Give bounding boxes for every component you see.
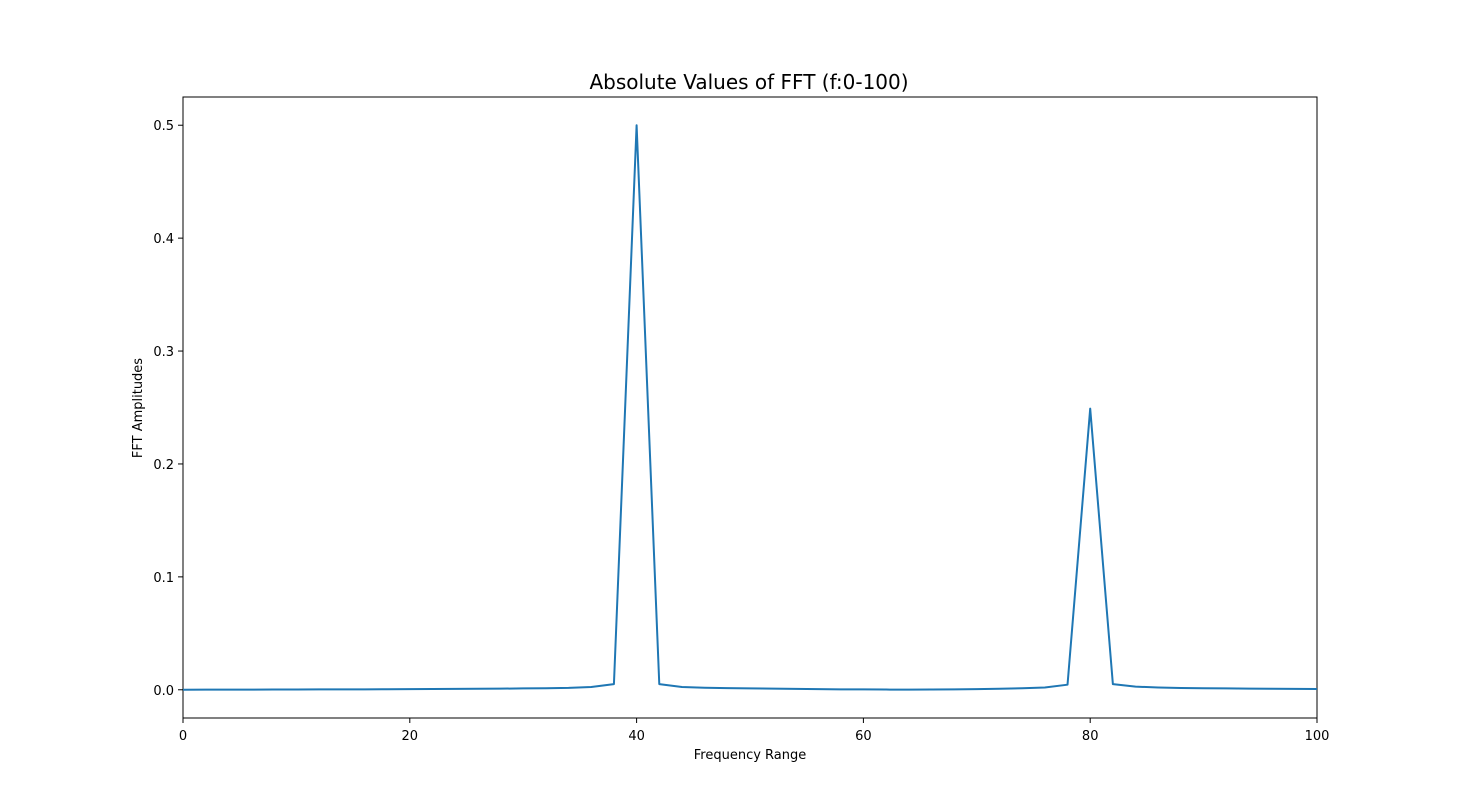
y-tick-label: 0.1	[153, 571, 174, 586]
y-tick-label: 0.4	[153, 232, 174, 247]
x-tick-label: 40	[628, 729, 645, 744]
x-axis-label: Frequency Range	[694, 748, 807, 763]
y-tick-label: 0.5	[153, 119, 174, 134]
chart-title: Absolute Values of FFT (f:0-100)	[589, 70, 908, 94]
x-tick-label: 0	[179, 729, 187, 744]
fft-amplitude-line	[182, 124, 1318, 691]
x-tick-label: 80	[1082, 729, 1099, 744]
y-axis-ticks: 0.0 0.1 0.2 0.3 0.4 0.5	[153, 119, 183, 699]
plot-frame	[182, 96, 1318, 719]
x-tick-label: 100	[1305, 729, 1330, 744]
y-tick-label: 0.3	[153, 345, 174, 360]
x-axis-ticks: 0 20 40 60 80 100	[179, 718, 1330, 744]
x-tick-label: 60	[855, 729, 872, 744]
y-tick-label: 0.2	[153, 458, 174, 473]
y-tick-label: 0.0	[153, 684, 174, 699]
plot-area	[182, 96, 1318, 719]
x-tick-label: 20	[402, 729, 419, 744]
y-axis-label: FFT Amplitudes	[131, 358, 146, 458]
